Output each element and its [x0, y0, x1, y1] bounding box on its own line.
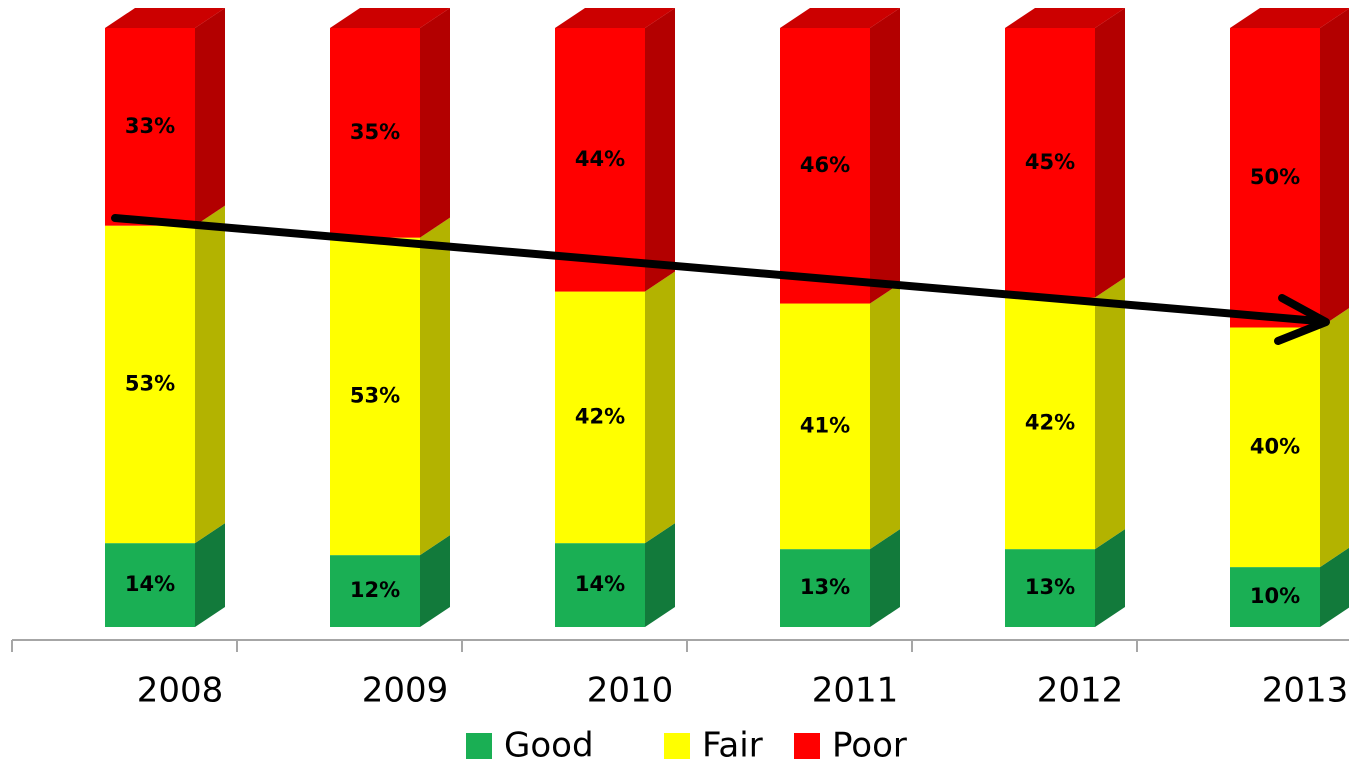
bar-top [555, 8, 675, 28]
bar-side [195, 523, 225, 627]
x-axis [11, 639, 1349, 652]
bar-side [1320, 547, 1349, 627]
bar [105, 225, 195, 544]
x-tick-label: 2009 [362, 671, 449, 711]
bar-side [1095, 529, 1125, 627]
bar [1230, 327, 1320, 568]
data-label: 14% [575, 572, 625, 596]
bar-side [420, 217, 450, 556]
data-label: 41% [800, 413, 850, 437]
x-tick-label: 2012 [1037, 671, 1124, 711]
legend-label: Poor [832, 726, 907, 761]
bar-top [780, 8, 900, 28]
bar-side [870, 8, 900, 304]
data-label: 13% [1025, 575, 1075, 599]
bar-side [195, 205, 225, 544]
bar-side [870, 283, 900, 550]
data-label: 42% [1025, 410, 1075, 434]
arrow-head [1274, 294, 1330, 345]
bar-side [420, 8, 450, 238]
bar [780, 28, 870, 304]
bar [330, 28, 420, 238]
legend-swatch [664, 733, 690, 759]
data-label: 46% [800, 153, 850, 177]
bar [1230, 28, 1320, 328]
bars [105, 8, 1349, 627]
x-tick-label: 2013 [1262, 671, 1349, 711]
bar-top [1005, 8, 1125, 28]
bar-side [1320, 8, 1349, 328]
bar [105, 543, 195, 627]
bar-side [1320, 308, 1349, 568]
trend-arrow [111, 214, 1330, 345]
data-label: 53% [350, 383, 400, 407]
bar-side [195, 8, 225, 226]
data-label: 40% [1250, 434, 1300, 458]
data-label: 45% [1025, 150, 1075, 174]
legend-label: Fair [702, 726, 763, 761]
bar [780, 549, 870, 627]
bar-side [645, 271, 675, 544]
bar [1005, 549, 1095, 627]
legend-label: Good [504, 726, 594, 761]
labels: 14% 53% 33% 2008 12% 53% 35% 2009 14% 42% 44% 2010 1… [125, 114, 1348, 761]
data-label: 44% [575, 147, 625, 171]
data-label: 33% [125, 114, 175, 138]
data-label: 13% [800, 575, 850, 599]
x-tick-label: 2008 [137, 671, 224, 711]
bar [330, 237, 420, 556]
data-label: 10% [1250, 584, 1300, 608]
legend-swatch [466, 733, 492, 759]
data-label: 35% [350, 120, 400, 144]
data-label: 50% [1250, 165, 1300, 189]
bar-top [330, 8, 450, 28]
bar-top [105, 8, 225, 28]
bar-side [645, 8, 675, 292]
x-tick-label: 2010 [587, 671, 674, 711]
data-label: 53% [125, 371, 175, 395]
data-label: 14% [125, 572, 175, 596]
bar-side [870, 529, 900, 627]
bar-side [1095, 8, 1125, 298]
bar [555, 28, 645, 292]
bar [330, 555, 420, 627]
bar [105, 28, 195, 226]
bar [1005, 28, 1095, 298]
arrow-shaft [111, 214, 1322, 325]
bar [780, 303, 870, 550]
bar [1230, 567, 1320, 627]
bar [1005, 297, 1095, 550]
data-label: 12% [350, 578, 400, 602]
data-label: 42% [575, 404, 625, 428]
bar [555, 291, 645, 544]
bar [555, 543, 645, 627]
bar-side [645, 523, 675, 627]
bar-top [1230, 8, 1349, 28]
x-tick-label: 2011 [812, 671, 899, 711]
legend-swatch [794, 733, 820, 759]
bar-side [1095, 277, 1125, 550]
bar-side [420, 535, 450, 627]
